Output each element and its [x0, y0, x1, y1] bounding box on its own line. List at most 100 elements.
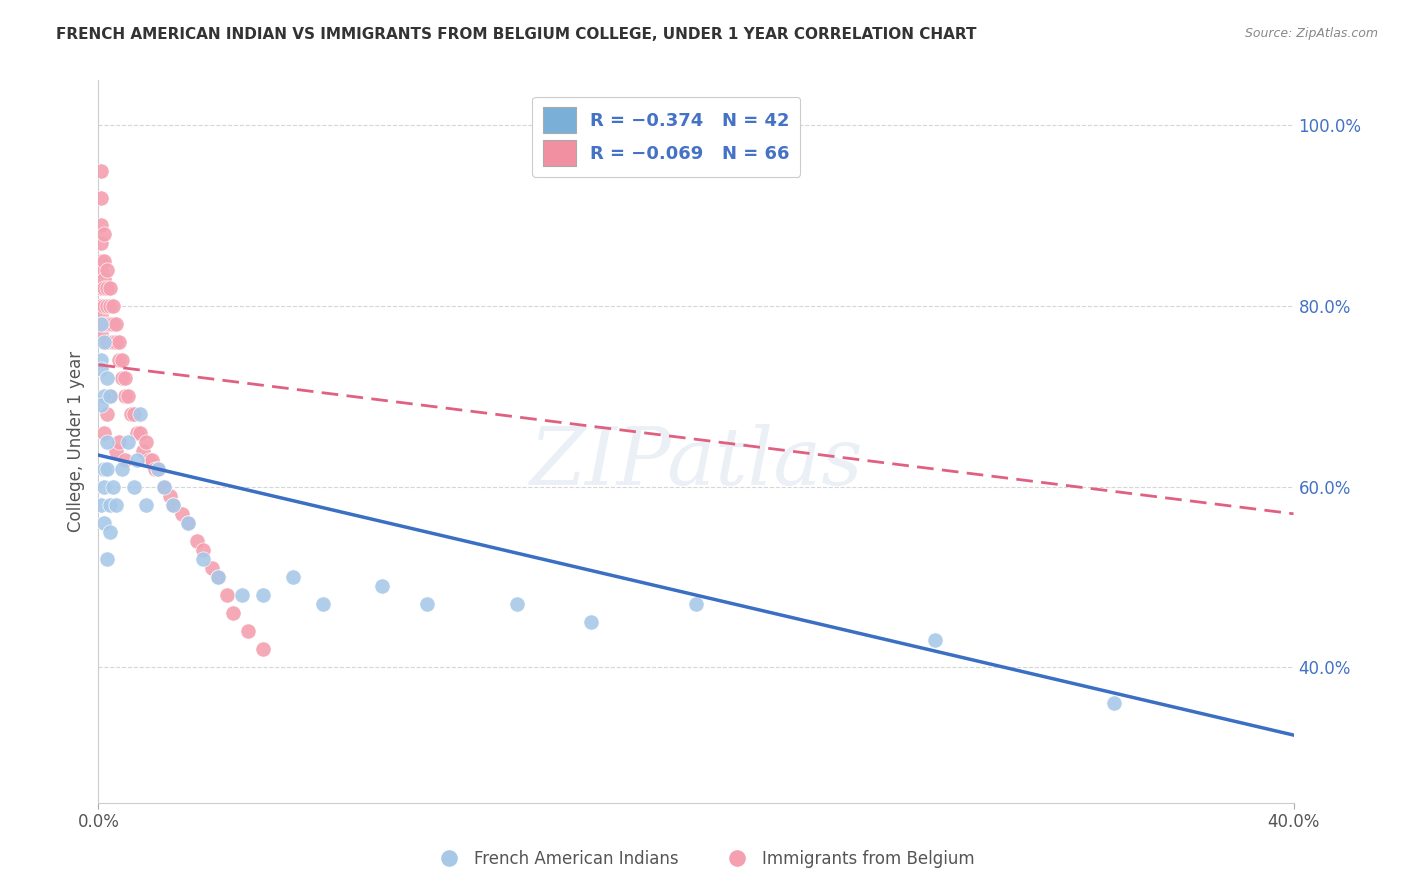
Point: [96, 434, 118, 449]
Point: [90, 263, 112, 277]
Point: [135, 434, 157, 449]
Point: [114, 371, 136, 385]
Point: [93, 461, 115, 475]
Point: [252, 588, 274, 602]
Point: [105, 443, 128, 458]
Point: [90, 308, 112, 322]
Point: [105, 335, 128, 350]
Point: [90, 235, 112, 250]
Point: [201, 561, 224, 575]
Point: [98, 389, 122, 403]
Point: [162, 498, 184, 512]
Point: [93, 299, 115, 313]
Point: [93, 317, 115, 331]
Point: [117, 434, 139, 449]
Point: [135, 498, 157, 512]
Text: Source: ZipAtlas.com: Source: ZipAtlas.com: [1244, 27, 1378, 40]
Point: [222, 606, 245, 620]
Point: [236, 624, 259, 639]
Point: [371, 579, 394, 593]
Point: [124, 480, 146, 494]
Point: [120, 408, 142, 422]
Point: [90, 254, 112, 268]
Point: [416, 597, 439, 611]
Point: [93, 272, 115, 286]
Point: [506, 597, 529, 611]
Point: [98, 299, 122, 313]
Point: [207, 570, 229, 584]
Text: FRENCH AMERICAN INDIAN VS IMMIGRANTS FROM BELGIUM COLLEGE, UNDER 1 YEAR CORRELAT: FRENCH AMERICAN INDIAN VS IMMIGRANTS FRO…: [56, 27, 977, 42]
Point: [93, 254, 115, 268]
Point: [148, 461, 170, 475]
Point: [129, 408, 152, 422]
Point: [252, 642, 274, 657]
Point: [148, 461, 170, 475]
Point: [215, 588, 238, 602]
Point: [98, 317, 122, 331]
Point: [207, 570, 229, 584]
Point: [98, 389, 122, 403]
Point: [172, 507, 194, 521]
Legend: French American Indians, Immigrants from Belgium: French American Indians, Immigrants from…: [425, 844, 981, 875]
Point: [93, 516, 115, 530]
Point: [96, 552, 118, 566]
Point: [90, 281, 112, 295]
Point: [159, 489, 181, 503]
Point: [153, 480, 176, 494]
Point: [93, 335, 115, 350]
Point: [108, 335, 131, 350]
Point: [90, 362, 112, 376]
Point: [90, 163, 112, 178]
Point: [127, 425, 149, 440]
Point: [281, 570, 304, 584]
Point: [127, 452, 149, 467]
Point: [153, 480, 176, 494]
Point: [191, 552, 214, 566]
Legend: R = −0.374   N = 42, R = −0.069   N = 66: R = −0.374 N = 42, R = −0.069 N = 66: [533, 96, 800, 177]
Point: [111, 461, 134, 475]
Point: [108, 434, 131, 449]
Point: [90, 218, 112, 232]
Point: [111, 353, 134, 368]
Point: [105, 498, 128, 512]
Point: [581, 615, 603, 630]
Point: [96, 299, 118, 313]
Point: [98, 281, 122, 295]
Point: [93, 389, 115, 403]
Point: [96, 335, 118, 350]
Point: [90, 317, 112, 331]
Point: [90, 353, 112, 368]
Point: [143, 461, 166, 475]
Point: [96, 317, 118, 331]
Point: [96, 281, 118, 295]
Point: [103, 317, 125, 331]
Point: [90, 498, 112, 512]
Point: [90, 317, 112, 331]
Point: [117, 389, 139, 403]
Point: [132, 443, 155, 458]
Point: [90, 326, 112, 341]
Point: [103, 299, 125, 313]
Point: [141, 452, 163, 467]
Text: ZIPatlas: ZIPatlas: [529, 425, 863, 502]
Point: [96, 263, 118, 277]
Point: [90, 398, 112, 412]
Point: [311, 597, 333, 611]
Point: [191, 542, 214, 557]
Point: [685, 597, 707, 611]
Point: [98, 498, 122, 512]
Point: [93, 227, 115, 241]
Point: [1104, 697, 1126, 711]
Point: [111, 371, 134, 385]
Point: [93, 281, 115, 295]
Point: [96, 461, 118, 475]
Point: [103, 480, 125, 494]
Point: [177, 516, 200, 530]
Point: [177, 516, 200, 530]
Y-axis label: College, Under 1 year: College, Under 1 year: [66, 351, 84, 533]
Point: [98, 524, 122, 539]
Point: [129, 425, 152, 440]
Point: [114, 389, 136, 403]
Point: [93, 425, 115, 440]
Point: [924, 633, 946, 648]
